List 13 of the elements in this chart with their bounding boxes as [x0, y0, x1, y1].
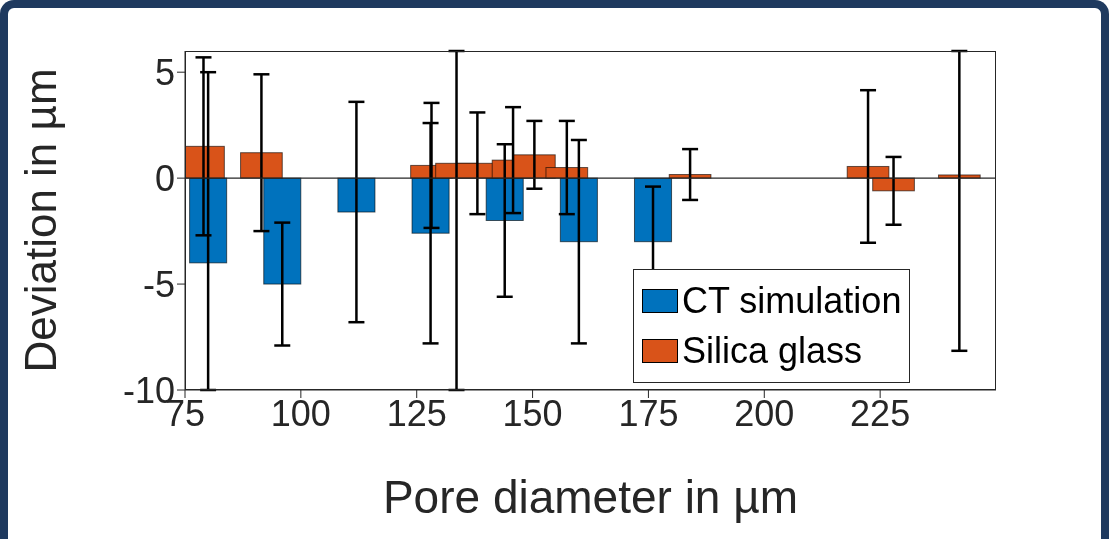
y-tick-label: -5: [142, 263, 175, 305]
x-tick-label: 150: [502, 392, 563, 434]
legend-label: CT simulation: [682, 280, 902, 322]
x-tick-label: 200: [734, 392, 795, 434]
y-tick-label: 0: [154, 157, 175, 199]
y-axis-title: Deviation in µm: [15, 68, 65, 373]
y-tick-label: 5: [154, 51, 175, 93]
x-tick-label: 125: [386, 392, 447, 434]
x-tick-label: 100: [270, 392, 331, 434]
x-tick-label: 175: [618, 392, 679, 434]
x-axis-title: Pore diameter in µm: [382, 471, 799, 523]
x-tick-label: 225: [850, 392, 911, 434]
legend-label: Silica glass: [682, 330, 863, 372]
